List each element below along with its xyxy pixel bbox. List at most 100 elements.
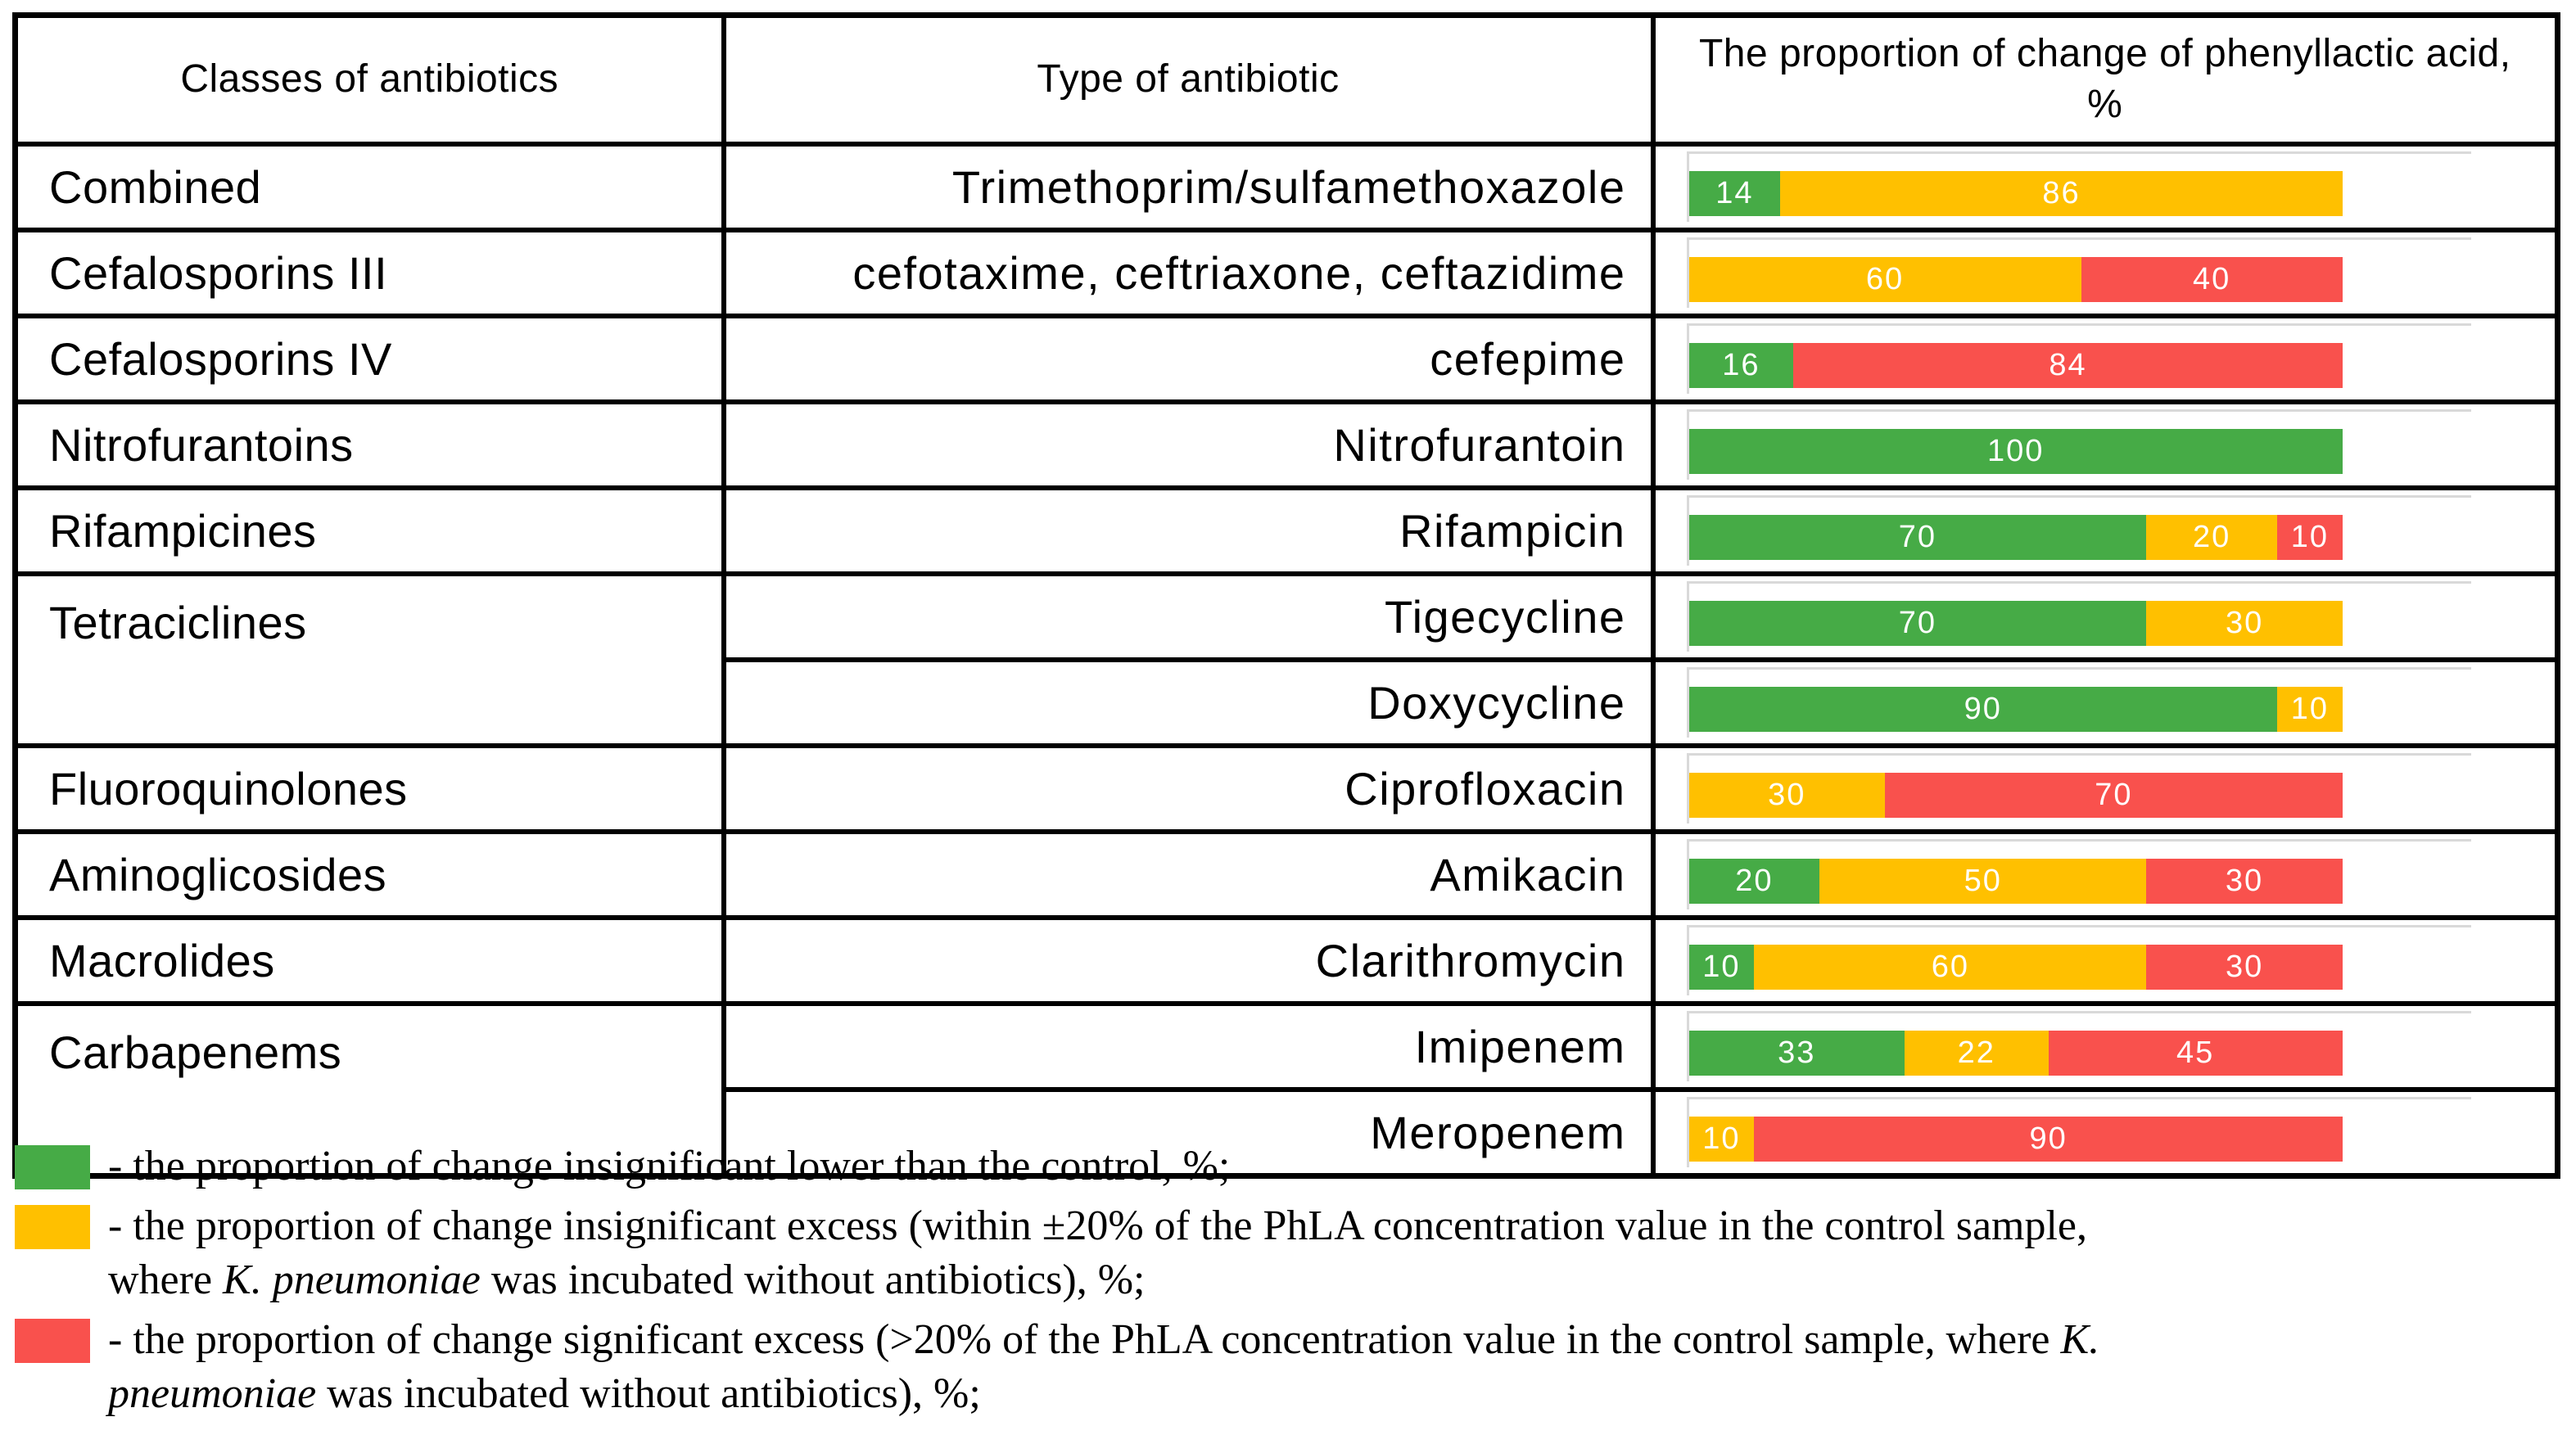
legend-text-line: pneumoniae was incubated without antibio…	[108, 1367, 2561, 1421]
chart-cell: 70 30	[1650, 571, 2560, 662]
class-cell: Nitrofurantoins	[12, 399, 726, 490]
bar-segment-red: 45	[2048, 1030, 2343, 1076]
chart-axis-line	[1686, 666, 1689, 738]
class-cell: Carbapenems	[12, 1000, 726, 1178]
bar-value-label: 20	[1735, 863, 1774, 898]
table-row: Aminoglicosides Amikacin 20 50 30	[12, 828, 2560, 920]
legend-plain-text: - the proportion of change insignificant…	[108, 1203, 2088, 1249]
bar-value-label: 70	[2095, 777, 2133, 812]
chart-cell: 16 84	[1650, 313, 2560, 404]
antibiotic-cell: cefepime	[721, 313, 1656, 404]
bar-value-label: 70	[1898, 605, 1937, 640]
bar-value-label: 60	[1865, 261, 1905, 296]
table-row: Fluoroquinolones Ciprofloxacin 30 70	[12, 742, 2560, 834]
bar-value-label: 10	[2290, 519, 2330, 554]
mini-chart-plot-area: 10 60 30	[1686, 923, 2471, 999]
header-proportion-of-change: The proportion of change of phenyllactic…	[1650, 12, 2560, 147]
table-row: Meropenem 10 90	[16, 1086, 2560, 1178]
bar-segment-green: 14	[1688, 170, 1781, 216]
chart-cell: 70 20 10	[1650, 485, 2560, 576]
bar-segment-yellow: 50	[1819, 858, 2147, 904]
legend-item-yellow: - the proportion of change insignificant…	[15, 1199, 2561, 1307]
chart-axis-line	[1686, 408, 1689, 480]
mini-chart-plot-area: 90 10	[1686, 665, 2471, 741]
bar-segment-red: 30	[2146, 858, 2343, 904]
chart-axis-line	[1686, 494, 1689, 566]
antibiotic-cell: Ciprofloxacin	[721, 742, 1656, 834]
bar-segment-yellow: 30	[2146, 600, 2343, 646]
bar-value-label: 10	[1702, 949, 1741, 984]
bar-value-label: 33	[1778, 1035, 1816, 1070]
legend-plain-text: where	[108, 1257, 224, 1303]
antibiotics-table: Classes of antibiotics Type of antibioti…	[12, 12, 2560, 1179]
bar-segment-green: 33	[1688, 1030, 1905, 1076]
legend-text-line: where K. pneumoniae was incubated withou…	[108, 1253, 2561, 1307]
chart-gridline	[1686, 752, 2471, 756]
bar-segment-green: 70	[1688, 600, 2147, 646]
stacked-bar: 20 50 30	[1688, 858, 2474, 904]
bar-segment-red: 84	[1793, 342, 2343, 388]
class-cell: Cefalosporins IV	[12, 313, 726, 404]
legend-item-green: - the proportion of change insignificant…	[15, 1139, 2561, 1194]
mini-chart-plot-area: 30 70	[1686, 751, 2471, 827]
antibiotic-cell: Clarithromycin	[721, 914, 1656, 1006]
legend-plain-text: was incubated without antibiotics), %;	[480, 1257, 1146, 1303]
antibiotic-cell: Amikacin	[721, 828, 1656, 920]
bar-segment-green: 20	[1688, 858, 1820, 904]
chart-gridline	[1686, 580, 2471, 584]
stacked-bar: 33 22 45	[1688, 1030, 2474, 1076]
stacked-bar: 10 90	[1688, 1116, 2474, 1162]
chart-cell: 10 90	[1650, 1086, 2560, 1178]
chart-gridline	[1686, 666, 2471, 670]
legend-text: - the proportion of change insignificant…	[108, 1199, 2561, 1307]
bar-value-label: 90	[2029, 1121, 2068, 1156]
bar-value-label: 70	[1898, 519, 1937, 554]
bar-value-label: 22	[1957, 1035, 1995, 1070]
bar-value-label: 84	[2049, 347, 2087, 382]
bar-segment-red: 90	[1754, 1116, 2343, 1162]
chart-axis-line	[1686, 580, 1689, 652]
bar-value-label: 90	[1964, 691, 2002, 726]
legend-item-red: - the proportion of change significant e…	[15, 1313, 2561, 1421]
table-row: Tetraciclines Tigecycline 70 30	[12, 571, 2560, 748]
bar-value-label: 86	[2042, 175, 2081, 210]
legend: - the proportion of change insignificant…	[15, 1139, 2561, 1427]
bar-value-label: 60	[1931, 949, 1969, 984]
chart-cell: 60 40	[1650, 227, 2560, 318]
stacked-bar: 60 40	[1688, 256, 2474, 302]
chart-gridline	[1686, 151, 2471, 154]
bar-value-label: 14	[1715, 175, 1754, 210]
bar-value-label: 100	[1986, 433, 2045, 468]
chart-cell: 100	[1650, 399, 2560, 490]
antibiotic-cell: Imipenem	[721, 1000, 1656, 1092]
bar-value-label: 16	[1722, 347, 1760, 382]
bar-value-label: 30	[2225, 863, 2264, 898]
class-cell: Aminoglicosides	[12, 828, 726, 920]
legend-swatch-green	[15, 1145, 90, 1189]
bar-segment-yellow: 60	[1754, 944, 2147, 990]
header-type-of-antibiotic: Type of antibiotic	[721, 12, 1656, 147]
chart-axis-line	[1686, 924, 1689, 995]
legend-text-line: - the proportion of change insignificant…	[108, 1139, 2561, 1194]
bar-value-label: 40	[2193, 261, 2231, 296]
legend-italic-text: K. pneumoniae	[223, 1257, 481, 1303]
class-cell: Fluoroquinolones	[12, 742, 726, 834]
table-row: Rifampicines Rifampicin 70 20 10	[12, 485, 2560, 576]
bar-value-label: 30	[1768, 777, 1806, 812]
legend-plain-text: - the proportion of change insignificant…	[108, 1143, 1231, 1189]
chart-axis-line	[1686, 323, 1689, 394]
chart-gridline	[1686, 1096, 2471, 1099]
chart-axis-line	[1686, 752, 1689, 824]
table-row: Nitrofurantoins Nitrofurantoin 100	[12, 399, 2560, 490]
bar-segment-green: 70	[1688, 514, 2147, 560]
bar-segment-green: 90	[1688, 686, 2277, 732]
stacked-bar: 70 30	[1688, 600, 2474, 646]
chart-cell: 20 50 30	[1650, 828, 2560, 920]
legend-italic-text: K.	[2060, 1316, 2100, 1363]
legend-text: - the proportion of change significant e…	[108, 1313, 2561, 1421]
chart-gridline	[1686, 237, 2471, 240]
chart-gridline	[1686, 1010, 2471, 1013]
stacked-bar: 14 86	[1688, 170, 2474, 216]
chart-axis-line	[1686, 151, 1689, 222]
bar-value-label: 45	[2176, 1035, 2215, 1070]
